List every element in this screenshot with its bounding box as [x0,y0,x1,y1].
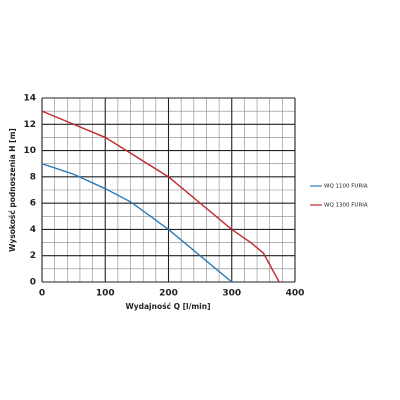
x-tick-label: 400 [286,289,305,299]
y-tick-label: 0 [30,278,36,288]
x-tick-label: 300 [222,289,241,299]
x-tick-label: 0 [39,289,45,299]
y-tick-label: 4 [30,225,36,235]
x-axis-title: Wydajność Q [l/min] [125,302,210,311]
y-tick-label: 10 [23,146,36,156]
series-line [41,163,233,283]
x-tick-label: 100 [96,289,115,299]
legend-label: WQ 1300 FURIA [324,203,368,209]
y-tick-label: 6 [30,199,36,209]
x-tick-label: 200 [159,289,178,299]
y-tick-label: 12 [23,120,36,130]
y-axis-title: Wysokość podnoszenia H [m] [8,128,17,252]
legend-label: WQ 1100 FURIA [324,184,368,190]
series-line [41,110,280,283]
y-tick-label: 8 [30,172,36,182]
y-tick-label: 2 [30,251,36,261]
y-tick-label: 14 [23,94,36,104]
